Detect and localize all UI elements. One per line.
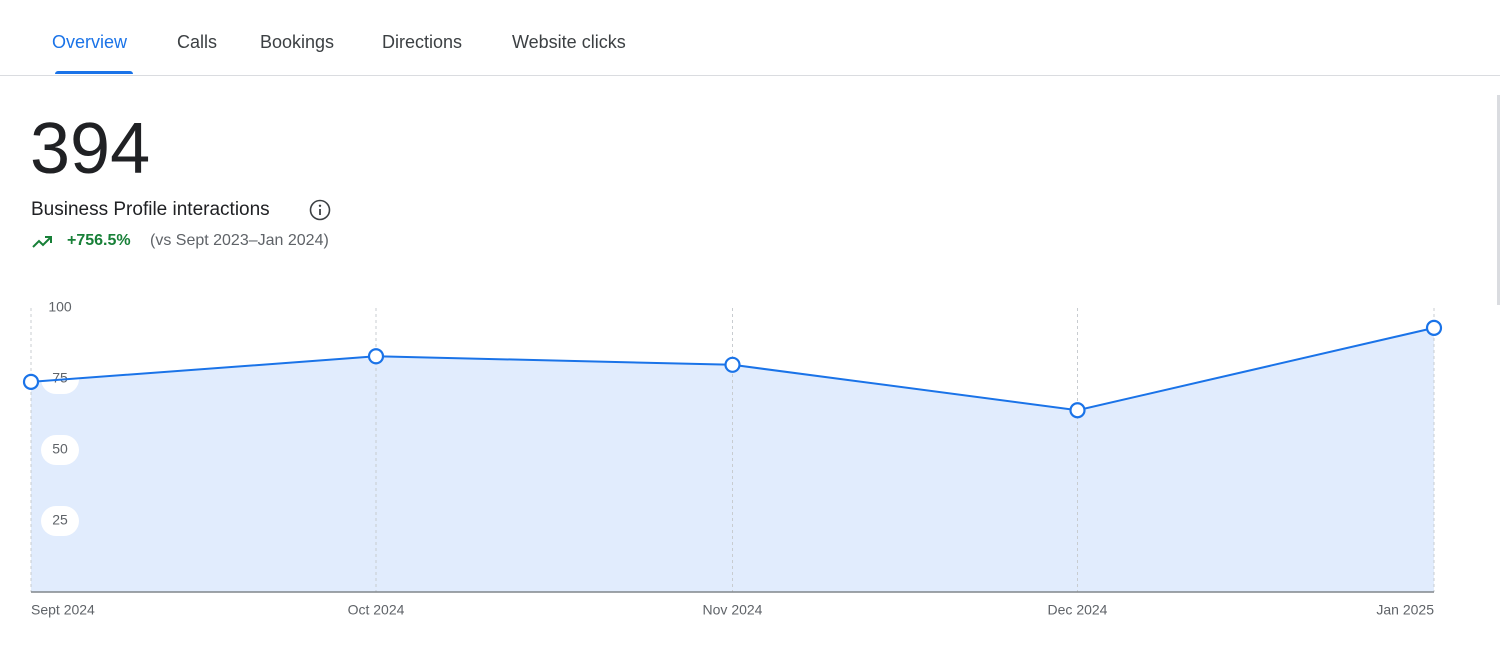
active-indicator xyxy=(55,71,133,74)
tab-bar: Overview Calls Bookings Directions Websi… xyxy=(0,0,1500,76)
y-tick-label: 75 xyxy=(52,370,68,386)
point xyxy=(1425,319,1443,336)
point xyxy=(22,373,40,390)
tab[interactable]: Overview xyxy=(52,32,128,52)
x-tick-label: Sept 2024 xyxy=(31,602,95,618)
tab[interactable]: Bookings xyxy=(260,32,335,52)
tick-label-bg xyxy=(41,435,79,465)
point xyxy=(724,356,741,373)
info-icon[interactable] xyxy=(309,199,331,221)
x-tick-label: Dec 2024 xyxy=(1048,602,1108,618)
point xyxy=(367,348,385,365)
tab[interactable]: Directions xyxy=(382,32,463,52)
tab[interactable]: Calls xyxy=(177,32,218,52)
x-tick-label: Jan 2025 xyxy=(1376,602,1434,618)
x-tick-label: Nov 2024 xyxy=(703,602,763,618)
change-value: +756.5% xyxy=(67,232,131,249)
tab[interactable]: Website clicks xyxy=(512,32,626,52)
point xyxy=(1069,402,1086,419)
comparison-text: (vs Sept 2023–Jan 2024) xyxy=(150,232,329,249)
chart: 25 50 75 100 Sept 2024 Oct 2024 Nov 2024 Dec 20… xyxy=(22,299,1443,618)
metric-label: Business Profile interactions xyxy=(31,199,270,220)
y-tick-label: 100 xyxy=(48,299,72,315)
scrollbar[interactable] xyxy=(1497,95,1500,305)
tick-label-bg xyxy=(41,506,79,536)
x-tick-label: Oct 2024 xyxy=(348,602,405,618)
y-tick-label: 25 xyxy=(52,512,68,528)
total-value: 394 xyxy=(30,109,151,189)
trend-icon xyxy=(32,236,52,248)
y-tick-label: 50 xyxy=(52,441,68,457)
